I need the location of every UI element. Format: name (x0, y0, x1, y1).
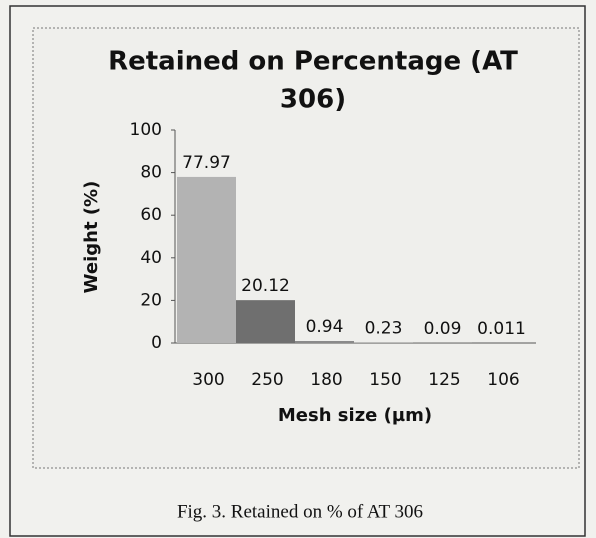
data-label: 0.94 (306, 317, 344, 337)
y-tick-label: 60 (140, 205, 162, 225)
data-label: 20.12 (241, 276, 290, 296)
y-tick-label: 20 (140, 290, 162, 310)
chart-title: 306) (280, 85, 346, 115)
x-tick-label: 106 (487, 370, 519, 390)
x-tick-label: 300 (192, 370, 224, 390)
x-tick-label: 150 (369, 370, 401, 390)
data-label: 0.09 (424, 319, 462, 339)
chart-title: Retained on Percentage (AT (108, 47, 518, 77)
caption: Fig. 3. Retained on % of AT 306 (177, 501, 423, 522)
x-axis-title: Mesh size (µm) (278, 405, 432, 426)
y-axis-title: Weight (%) (81, 181, 102, 294)
bar (236, 300, 295, 343)
y-tick-label: 0 (151, 333, 162, 353)
data-label: 0.23 (365, 319, 403, 339)
y-tick-label: 80 (140, 163, 162, 183)
x-tick-label: 180 (310, 370, 342, 390)
data-label: 0.011 (477, 319, 526, 339)
chart-border (32, 27, 580, 469)
bar (177, 176, 236, 343)
y-tick-label: 40 (140, 248, 162, 268)
x-tick-label: 125 (428, 370, 460, 390)
x-tick-label: 250 (251, 370, 283, 390)
data-label: 77.97 (182, 153, 231, 173)
bar (295, 340, 354, 343)
y-tick-label: 100 (130, 120, 162, 140)
